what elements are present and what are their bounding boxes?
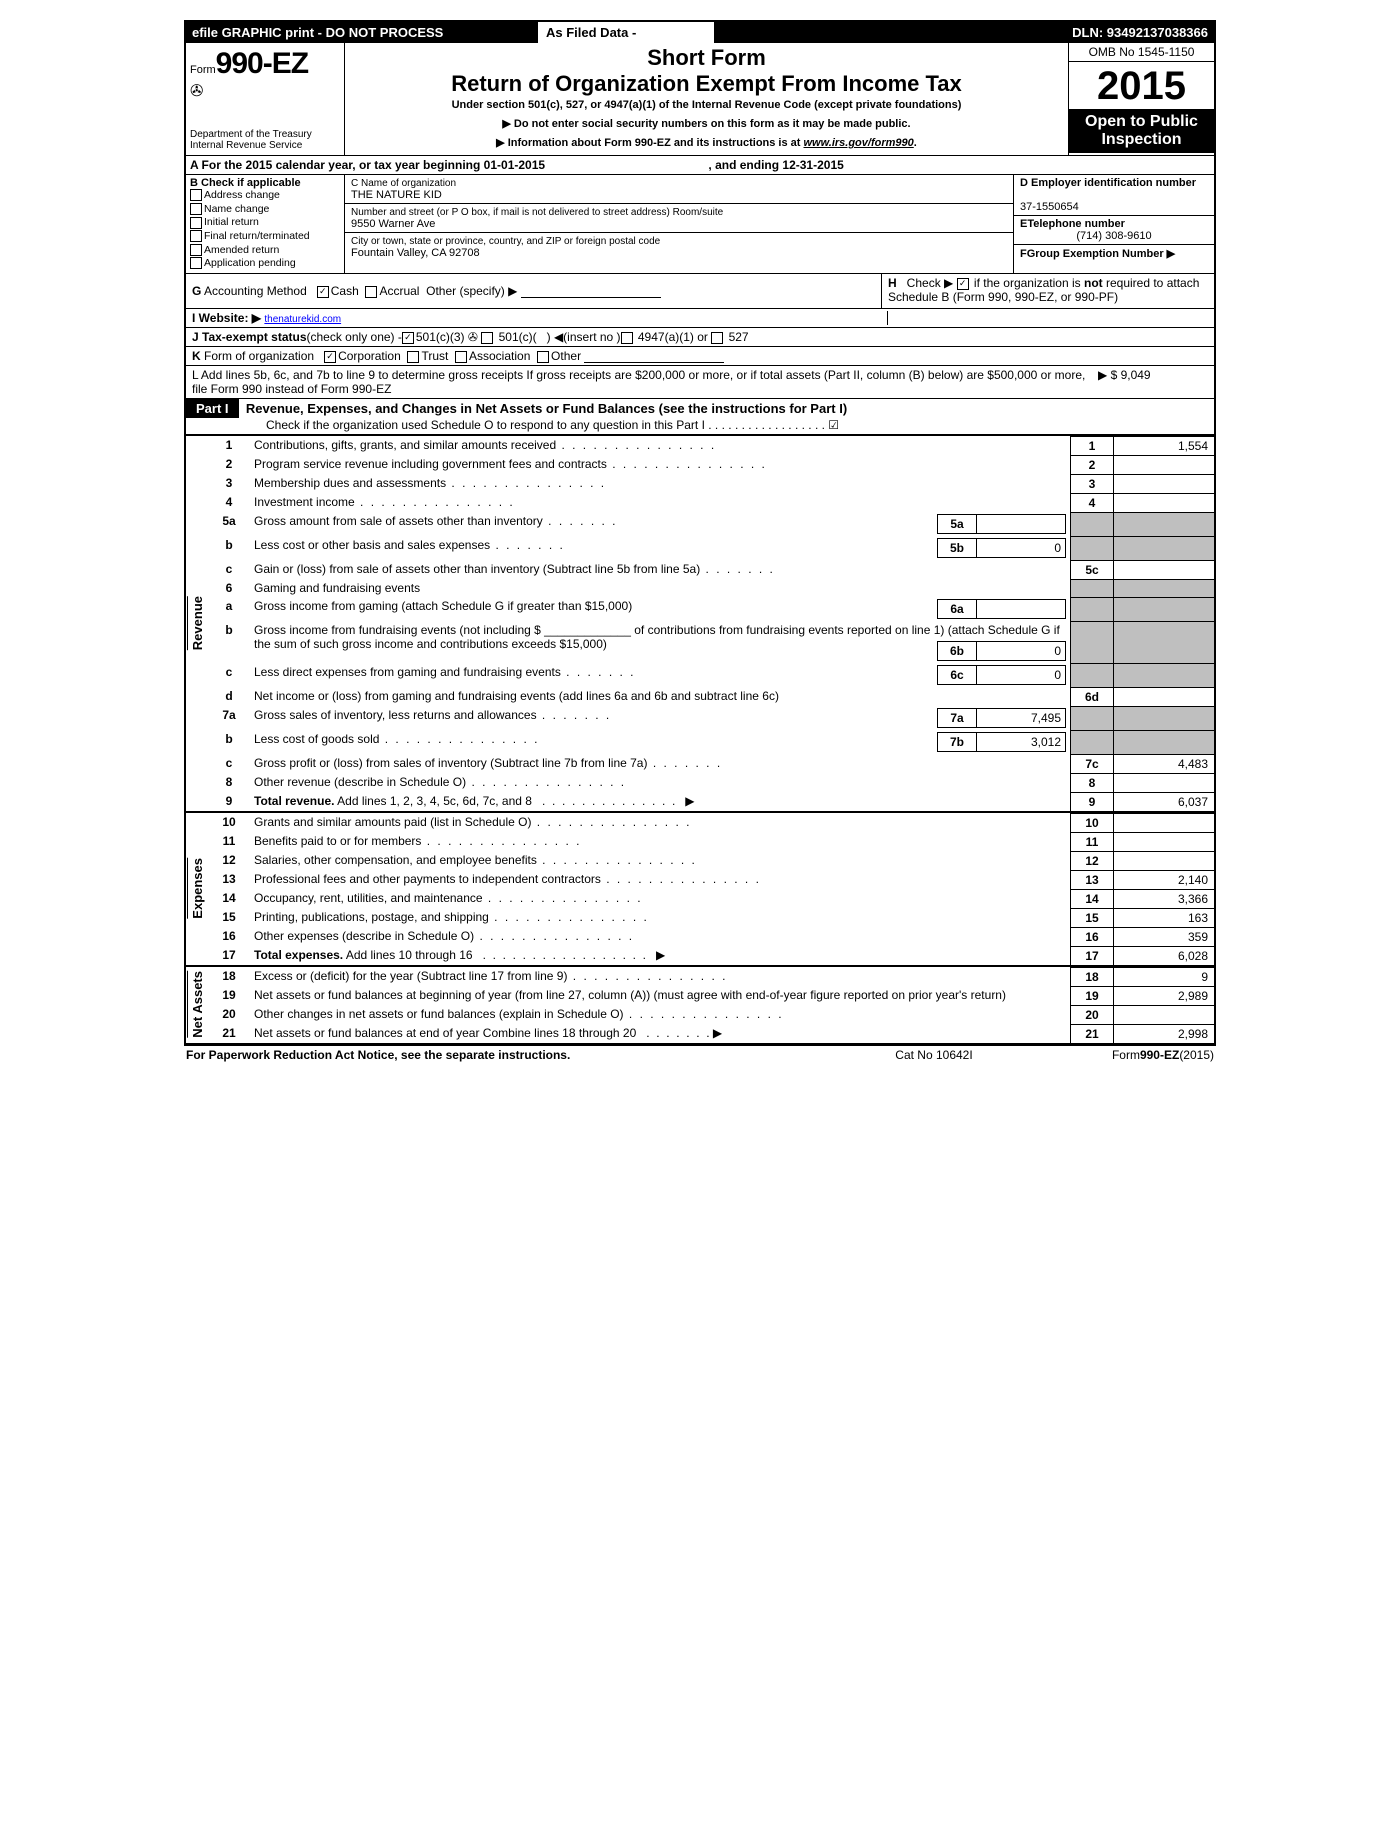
treasury-dept: Department of the Treasury <box>190 129 340 140</box>
footer: For Paperwork Reduction Act Notice, see … <box>182 1046 1218 1064</box>
efile-notice: efile GRAPHIC print - DO NOT PROCESS <box>186 22 540 43</box>
net-assets-table: 18Excess or (deficit) for the year (Subt… <box>208 967 1214 1043</box>
revenue-table: 1Contributions, gifts, grants, and simil… <box>208 436 1214 811</box>
col-def: D Employer identification number 37-1550… <box>1013 175 1214 273</box>
return-title: Return of Organization Exempt From Incom… <box>351 71 1062 97</box>
row-j-tax-status: J Tax-exempt status(check only one) -✓50… <box>186 327 1214 346</box>
row-l-gross-receipts: L Add lines 5b, 6c, and 7b to line 9 to … <box>186 365 1214 398</box>
ssn-notice: ▶ Do not enter social security numbers o… <box>351 117 1062 130</box>
group-exemption: FGroup Exemption Number ▶ <box>1020 248 1175 260</box>
part-i-header: Part I Revenue, Expenses, and Changes in… <box>186 398 1214 434</box>
form-prefix: Form <box>190 64 216 76</box>
form-990ez: efile GRAPHIC print - DO NOT PROCESS As … <box>184 20 1216 1046</box>
form-header: Form990-EZ ✇ Department of the Treasury … <box>186 43 1214 156</box>
net-assets-side-label: Net Assets <box>187 971 207 1038</box>
gross-receipts-val: ▶ $ 9,049 <box>1098 368 1208 396</box>
col-c-org-info: C Name of organization THE NATURE KID Nu… <box>345 175 1013 273</box>
header-left: Form990-EZ ✇ Department of the Treasury … <box>186 43 345 155</box>
col-b-checkboxes: B Check if applicable Address change Nam… <box>186 175 345 273</box>
org-street: 9550 Warner Ave <box>351 218 435 230</box>
telephone: (714) 308-9610 <box>1020 230 1208 242</box>
header-mid: Short Form Return of Organization Exempt… <box>345 43 1068 155</box>
revenue-section: Revenue 1Contributions, gifts, grants, a… <box>186 434 1214 811</box>
row-a-tax-year: A For the 2015 calendar year, or tax yea… <box>186 156 1214 175</box>
as-filed: As Filed Data - <box>540 22 714 43</box>
net-assets-section: Net Assets 18Excess or (deficit) for the… <box>186 965 1214 1044</box>
org-city: Fountain Valley, CA 92708 <box>351 247 480 259</box>
expenses-table: 10Grants and similar amounts paid (list … <box>208 813 1214 965</box>
form-number: 990-EZ <box>216 47 308 80</box>
top-bar: efile GRAPHIC print - DO NOT PROCESS As … <box>186 22 1214 43</box>
header-right: OMB No 1545-1150 2015 Open to Public Ins… <box>1068 43 1214 155</box>
under-section: Under section 501(c), 527, or 4947(a)(1)… <box>351 99 1062 111</box>
revenue-side-label: Revenue <box>187 596 207 650</box>
row-gh: G Accounting Method ✓Cash Accrual Other … <box>186 273 1214 308</box>
expenses-section: Expenses 10Grants and similar amounts pa… <box>186 811 1214 965</box>
short-form-label: Short Form <box>351 45 1062 71</box>
row-i-website: I Website: ▶ thenaturekid.com <box>186 308 1214 327</box>
tax-year: 2015 <box>1069 62 1214 109</box>
org-name: THE NATURE KID <box>351 189 442 201</box>
website-link[interactable]: thenaturekid.com <box>264 314 341 325</box>
expenses-side-label: Expenses <box>187 858 207 919</box>
omb-number: OMB No 1545-1150 <box>1069 43 1214 62</box>
schedule-b-check: H Check ▶ ✓ if the organization is not r… <box>881 274 1214 308</box>
row-k-form-org: K Form of organization ✓Corporation Trus… <box>186 346 1214 365</box>
section-bcdef: B Check if applicable Address change Nam… <box>186 175 1214 273</box>
irs-line: Internal Revenue Service <box>190 140 340 151</box>
open-to-public: Open to Public Inspection <box>1069 109 1214 153</box>
dln: DLN: 93492137038366 <box>992 22 1214 43</box>
info-notice: ▶ Information about Form 990-EZ and its … <box>351 136 1062 149</box>
ein: 37-1550654 <box>1020 201 1079 213</box>
